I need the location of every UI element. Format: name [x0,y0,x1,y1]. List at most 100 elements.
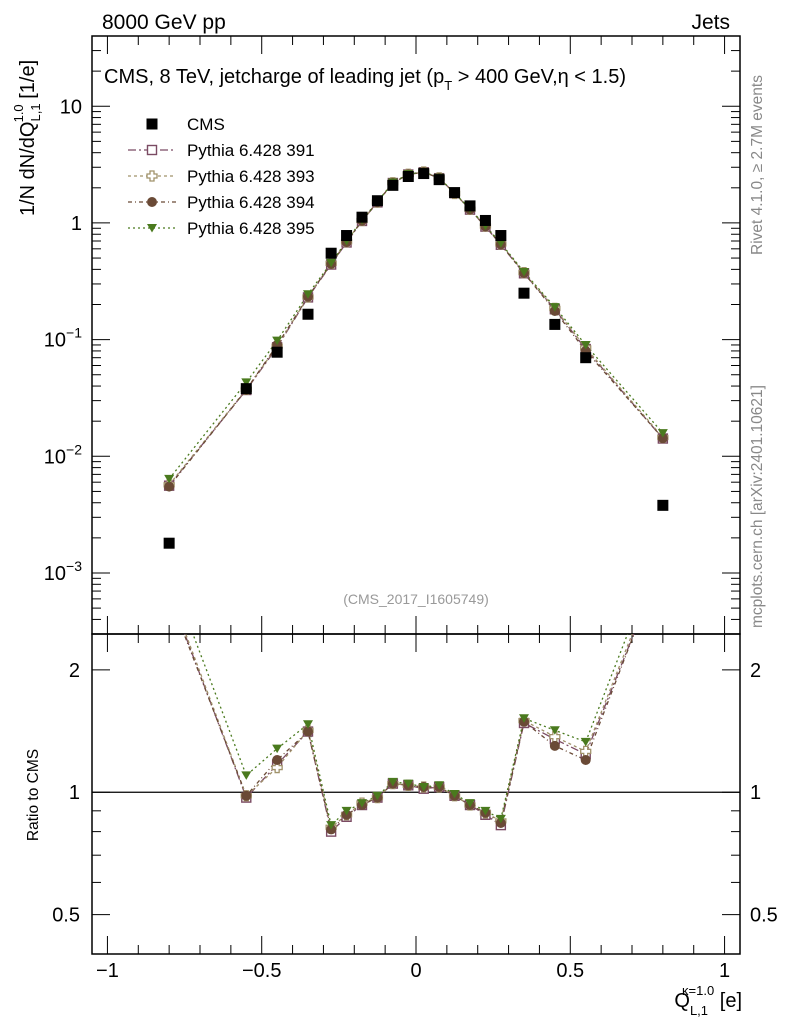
ratio-axes: 0.5 0.5 1 1 2 2 −1 −0.5 0 0.5 1 [52,634,778,982]
ratio-line-2 [183,634,635,831]
mc-point-4 [272,336,283,346]
main-series-layer [163,166,669,549]
mc-point-3 [164,481,175,492]
ratio-point-3 [272,744,283,754]
ratio-series-layer [183,634,635,837]
x-tick-label: 0 [410,960,421,982]
cms-data-point [657,499,669,511]
legend: CMS Pythia 6.428 391 Pythia 6.428 393 Pythi… [128,115,315,238]
y-tick-label: 10−3 [44,558,82,585]
mc-point-4 [495,239,506,248]
cms-data-point [464,200,476,212]
plot-title: CMS, 8 TeV, jetcharge of leading jet (pT… [104,66,626,93]
y-tick-label: 10−2 [44,441,82,468]
legend-label: Pythia 6.428 394 [187,193,315,212]
ratio-point-1 [271,761,283,774]
legend-marker [146,118,158,130]
ratio-y-label: Ratio to CMS [25,749,42,841]
ratio-point-3 [495,814,506,824]
process-label: Jets [691,11,730,34]
mc-point-4 [241,378,252,387]
ratio-line-3 [192,634,629,827]
x-tick-label: −0.5 [242,960,281,982]
ratio-point-3 [341,806,352,816]
ratio-point-2 [241,790,252,801]
x-axis-label: QL,1κ=1.0 [e] [674,983,742,1018]
ratio-point-3 [357,799,367,808]
y-tick-label: 1 [71,213,82,235]
cms-data-point [341,230,353,242]
cms-data-point [418,168,430,180]
cms-data-point [433,174,445,186]
energy-label: 8000 GeV pp [102,11,226,34]
mc-point-4 [519,267,529,277]
mc-line-4 [168,171,664,480]
legend-label: Pythia 6.428 391 [187,141,315,160]
legend-label: Pythia 6.428 395 [187,219,315,238]
mc-point-4 [326,258,337,268]
ratio-point-3 [403,779,414,789]
ratio-point-3 [549,726,560,735]
cms-data-point [240,383,252,395]
ratio-point-3 [434,781,445,790]
ratio-point-3 [519,714,529,723]
cms-data-point [449,187,461,199]
x-tick-label: −1 [96,960,119,982]
cms-data-point [163,537,175,549]
ratio-point-3 [480,806,491,816]
mc-point-4 [164,474,175,484]
ratio-y-tick-label-right: 2 [750,660,761,682]
cms-data-point [495,230,507,242]
y-axis-label: 1/N dN/dQL,11.0 [1/e] [11,60,43,216]
cms-data-point [371,195,383,207]
rivet-info: Rivet 4.1.0, ≥ 2.7M events [749,75,766,255]
x-tick-label: 1 [719,960,730,982]
main-axes: 10−3 10−2 10−1 1 10 [44,35,740,635]
mcplots-info: mcplots.cern.ch [arXiv:2401.10621] [749,385,766,628]
mc-point-4 [303,290,313,299]
mc-point-3 [657,433,668,444]
x-tick-label: 0.5 [556,960,584,982]
ratio-y-tick-label: 2 [69,660,80,682]
cms-data-point [302,308,314,320]
cms-data-point [271,346,283,358]
cms-data-point [402,171,414,183]
ratio-point-3 [387,777,398,787]
ratio-point-2 [272,755,283,766]
cms-data-point [479,214,491,226]
mc-point-4 [549,303,560,312]
ratio-point-3 [449,789,460,799]
cms-data-point [325,247,337,259]
ratio-y-tick-label-right: 1 [750,782,761,804]
legend-marker [146,170,158,182]
ratio-point-2 [580,755,591,766]
ratio-y-tick-label: 0.5 [52,905,80,927]
legend-marker [147,197,157,207]
mc-point-4 [657,429,668,438]
ratio-point-3 [326,821,337,830]
ratio-point-3 [465,799,475,808]
ratio-y-tick-label-right: 0.5 [750,905,778,927]
y-tick-label: 10−1 [44,325,82,352]
cms-data-point [518,287,530,299]
ratio-point-2 [549,740,560,751]
ratio-plot-frame [91,633,741,955]
cms-data-point [549,318,561,330]
analysis-watermark: (CMS_2017_I1605749) [343,591,489,607]
ratio-point-2 [303,726,313,737]
cms-data-point [356,211,368,223]
legend-marker [146,144,158,156]
ratio-y-tick-label: 1 [69,782,80,804]
ratio-point-3 [418,782,429,792]
ratio-point-3 [372,791,383,801]
cms-data-point [580,352,592,364]
ratio-point-3 [241,771,252,780]
legend-label: CMS [187,115,225,134]
legend-marker [147,224,157,233]
ratio-point-3 [303,720,313,729]
ratio-point-3 [580,737,591,747]
cms-data-point [387,179,399,191]
y-tick-label: 10 [60,96,82,118]
mc-point-4 [580,340,591,350]
